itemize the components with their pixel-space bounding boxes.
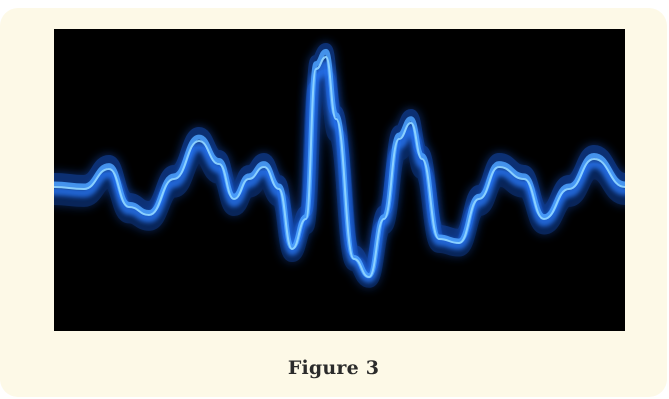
figure-caption: Figure 3 — [287, 357, 380, 379]
figure-image — [54, 29, 625, 331]
wave-strand-5 — [54, 56, 625, 278]
wave-ribbon — [54, 43, 625, 288]
sound-wave-graphic — [54, 29, 625, 331]
figure-card: Figure 3 — [0, 8, 667, 397]
